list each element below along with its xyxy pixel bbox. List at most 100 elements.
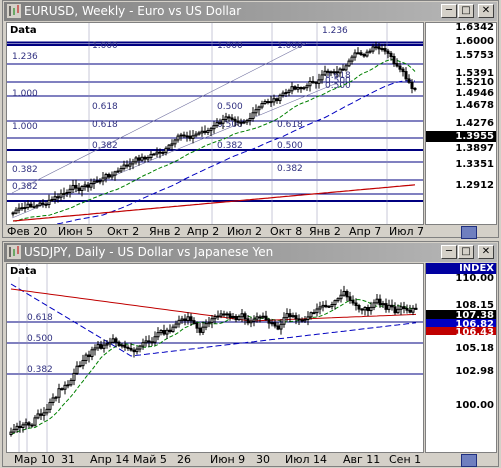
index-label: INDEX [426, 263, 496, 274]
date-label: Окт 2 [107, 225, 140, 238]
candle [102, 344, 106, 349]
candle [291, 315, 295, 318]
candle [324, 304, 328, 308]
price-box: 107.38 [426, 310, 496, 321]
candle [150, 341, 154, 344]
candle [401, 68, 405, 73]
candle [180, 318, 184, 321]
ma-fast-line [10, 299, 417, 435]
candle [309, 312, 313, 318]
candle [222, 313, 226, 316]
candle [320, 74, 324, 81]
date-label: Апр 7 [349, 225, 382, 238]
eurusd-candles-svg[interactable]: 1.000 1.000 1.000 1.236 1.236 1.000 0.618 0.618… [7, 23, 423, 224]
candle [176, 135, 180, 141]
usdjpy-candles-svg[interactable]: 0.618 0.500 0.382 [7, 264, 423, 452]
candle [30, 424, 34, 427]
minimize-icon: ─ [445, 5, 453, 16]
candle [234, 315, 238, 321]
candle [224, 116, 228, 120]
candle [128, 163, 132, 167]
candle [389, 52, 393, 58]
candle [311, 80, 315, 83]
candle [276, 325, 280, 330]
candle [390, 304, 394, 308]
candle [197, 132, 201, 135]
date-label: 26 [177, 453, 191, 466]
candle [198, 327, 202, 333]
candle [122, 164, 126, 170]
candle [11, 212, 15, 215]
window-title: EURUSD, Weekly - Euro vs US Dollar [24, 4, 242, 18]
title-bar[interactable]: EURUSD, Weekly - Euro vs US Dollar ─ □ ✕ [4, 2, 497, 21]
date-label: Май 5 [133, 453, 167, 466]
chart-app-icon [7, 4, 21, 18]
candle [213, 316, 217, 320]
candle [57, 388, 61, 398]
price-label: 1.5391 [455, 68, 494, 79]
time-axis: Мар 10 31 Апр 14 Май 5 26 Июн 9 30 Июл 1… [6, 453, 424, 466]
candle [179, 134, 183, 137]
candle [173, 139, 177, 145]
candle [351, 299, 355, 304]
candle [257, 106, 261, 111]
fib-label: 0.500 [325, 81, 351, 91]
candle [75, 365, 79, 374]
close-button[interactable]: ✕ [478, 4, 494, 18]
candle [344, 65, 348, 71]
maximize-button[interactable]: □ [458, 4, 474, 18]
candle [165, 329, 169, 335]
candle [35, 204, 39, 208]
autoscroll-button[interactable] [461, 454, 477, 467]
price-plot-area[interactable]: 1.000 1.000 1.000 1.236 1.236 1.000 0.618 0.618… [6, 22, 424, 225]
candle [194, 133, 198, 137]
candle [65, 192, 69, 195]
candle [201, 326, 205, 333]
maximize-button[interactable]: □ [458, 245, 474, 259]
price-plot-area[interactable]: 0.618 0.500 0.382 Data [6, 263, 424, 453]
candle [51, 397, 55, 403]
price-axis[interactable]: 1.6342 1.6000 1.5753 1.5391 1.5210 1.494… [425, 22, 497, 225]
candle [321, 304, 325, 308]
candle [354, 302, 358, 307]
candle [36, 413, 40, 419]
candle [252, 318, 256, 322]
candle [330, 304, 334, 307]
window-title: USDJPY, Daily - US Dollar vs Japanese Ye… [24, 245, 274, 259]
candle [299, 86, 303, 90]
price-axis[interactable]: INDEX 110.00 108.15 107.38 106.82 106.43… [425, 263, 497, 453]
candle [260, 103, 264, 108]
minimize-button[interactable]: ─ [441, 245, 457, 259]
ma-slow-line [10, 288, 417, 322]
minimize-button[interactable]: ─ [441, 4, 457, 18]
candle [69, 379, 73, 386]
candle [261, 315, 265, 318]
candle [195, 322, 199, 329]
date-label: Янв 2 [149, 225, 181, 238]
candle [269, 101, 273, 104]
usdjpy-chart-window[interactable]: USDJPY, Daily - US Dollar vs Japanese Ye… [2, 241, 499, 467]
candle [228, 313, 232, 318]
candle [38, 202, 42, 206]
candle [132, 349, 136, 353]
candle [272, 98, 276, 103]
title-bar[interactable]: USDJPY, Daily - US Dollar vs Japanese Ye… [4, 243, 497, 262]
candle [363, 307, 367, 311]
fib-label: 1.236 [322, 26, 348, 36]
candle [141, 342, 145, 347]
candle [119, 168, 123, 172]
eurusd-chart-window[interactable]: EURUSD, Weekly - Euro vs US Dollar ─ □ ✕… [2, 0, 499, 239]
candle [182, 134, 186, 137]
candle [188, 135, 192, 139]
autoscroll-button[interactable] [461, 226, 477, 239]
candle [99, 344, 103, 349]
time-axis: Фев 20 Июн 5 Окт 2 Янв 2 Апр 2 Июл 2 Окт… [6, 225, 424, 238]
candle [275, 98, 279, 102]
candle [83, 184, 87, 187]
candle [15, 425, 19, 430]
close-button[interactable]: ✕ [478, 245, 494, 259]
candle [158, 151, 162, 154]
price-box: 106.43 [426, 327, 496, 335]
fib-label: 0.500 [217, 120, 243, 130]
candle [365, 51, 369, 57]
